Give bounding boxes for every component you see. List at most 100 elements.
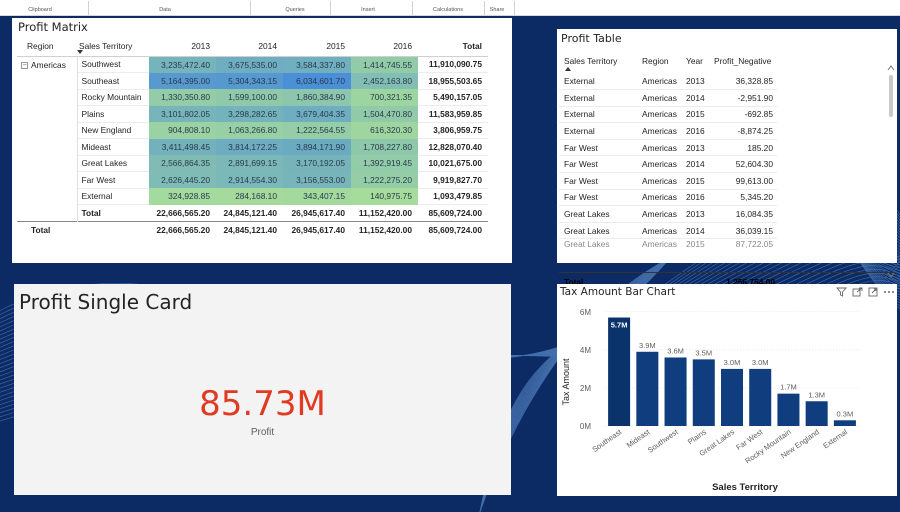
bar-great-lakes[interactable] [720,368,744,426]
matrix-value-cell: 3,584,337.80 [283,56,351,73]
matrix-value-cell: 2,566,864.35 [149,155,216,172]
bar-data-label: 1.3M [808,390,825,399]
matrix-header-2015[interactable]: 2015 [283,36,351,57]
matrix-header-sales-territory[interactable]: Sales Territory [77,36,149,57]
matrix-territory-cell: External [77,188,149,205]
ptable-cell: Great Lakes [559,205,637,223]
ptable-header-profit-negative[interactable]: Profit_Negative [714,56,772,66]
matrix-header-total[interactable]: Total [418,36,488,57]
scroll-thumb [889,75,893,117]
ptable-cell: 16,084.35 [709,205,777,223]
matrix-header-region[interactable]: Region [17,36,77,57]
bar-data-label: 3.9M [639,341,656,350]
matrix-table: Region Sales Territory 2013 2014 2015 20… [17,36,488,238]
ptable-row[interactable]: External Americas 2014 -2,951.90 [559,89,777,107]
matrix-row[interactable]: External 324,928.85 284,168.10 343,407.15 14… [17,188,488,205]
ptable-cell: Far West [559,172,637,190]
matrix-row[interactable]: Far West 2,626,445.20 2,914,554.30 3,156,55… [17,171,488,189]
ptable-cell: 2013 [681,73,709,91]
matrix-value-cell: 2,626,445.20 [149,171,216,188]
ptable-header-sales-territory[interactable]: Sales Territory [559,49,637,73]
ptable-row[interactable]: Great Lakes Americas 2014 36,039.15 [559,222,777,240]
ribbon-group-insert: Insert [361,7,375,13]
more-icon[interactable] [883,287,895,297]
bar-new-england[interactable] [805,401,828,426]
matrix-territory-cell: Rocky Mountain [77,89,149,106]
matrix-row[interactable]: Mideast 3,411,498.45 3,814,172.25 3,894,171… [17,138,488,156]
ptable-row[interactable]: External Americas 2013 36,328.85 [559,73,777,91]
focus-icon[interactable] [852,287,863,297]
matrix-row[interactable]: − Americas Southwest 3,235,472.40 3,675,535.… [17,56,488,73]
matrix-value-cell: 1,708,227.80 [351,138,418,155]
matrix-row[interactable]: Plains 3,101,802.05 3,298,282.65 3,679,404.… [17,105,488,123]
ptable-header-year[interactable]: Year [686,56,703,66]
ptable-cell: 52,604.30 [709,155,777,174]
card-title: Profit Single Card [19,290,193,314]
ptable-row[interactable]: Far West Americas 2014 52,604.30 [559,155,777,174]
matrix-row[interactable]: Rocky Mountain 1,330,350.80 1,599,100.00 1,… [17,89,488,106]
bar-plains[interactable] [692,359,715,426]
bar-external[interactable] [833,420,856,426]
matrix-row[interactable]: Great Lakes 2,566,864.35 2,891,699.15 3,170… [17,155,488,172]
ptable-row[interactable]: Great Lakes Americas 2015 87,722.05 [559,239,777,250]
ptable-cell: Americas [637,155,681,174]
ptable-cell: -2,951.90 [709,89,777,107]
matrix-row[interactable]: New England 904,808.10 1,063,266.80 1,222,5… [17,122,488,139]
matrix-region-label: Americas [31,59,66,70]
matrix-total-cell: 85,609,724.00 [428,207,482,218]
matrix-row-total: 9,919,827.70 [418,171,488,189]
bar-data-label: 5.7M [611,321,628,330]
collapse-icon[interactable]: − [21,61,28,69]
matrix-row-total: 18,955,503.65 [418,72,488,90]
bar-data-label: 3.0M [724,358,741,367]
bar-data-label: 3.6M [667,346,684,355]
profit-table-visual[interactable]: Profit Table Sales Territory Region Year… [557,29,897,287]
ptable-row[interactable]: Far West Americas 2015 99,613.00 [559,172,777,190]
profit-card-visual[interactable]: Profit Single Card 85.73M Profit [14,284,511,495]
ptable-row[interactable]: Far West Americas 2013 185.20 [559,139,777,157]
matrix-value-cell: 700,321.35 [351,89,418,106]
matrix-header-2013[interactable]: 2013 [149,36,216,57]
bar-data-label: 3.0M [752,358,769,367]
matrix-region-cell [17,72,78,89]
bar-mideast[interactable] [636,351,659,426]
ptable-cell: 2015 [681,106,709,124]
matrix-total-cell: 24,845,121.40 [223,207,277,218]
ptable-cell: Americas [642,239,677,250]
ptable-row[interactable]: External Americas 2016 -8,874.25 [559,122,777,140]
matrix-total-cell: 85,609,724.00 [418,220,488,238]
matrix-value-cell: 1,599,100.00 [216,89,283,106]
matrix-value-cell: 3,298,282.65 [216,105,283,122]
matrix-value-cell: 343,407.15 [283,188,351,205]
card-value: 85.73M [199,384,326,424]
ptable-cell: 2013 [681,139,709,157]
bar-southeast[interactable] [608,317,631,426]
profit-matrix-visual[interactable]: Profit Matrix Region Sales Territory 201… [12,18,512,263]
card-label: Profit [250,427,275,438]
matrix-value-cell: 3,101,802.05 [149,105,216,122]
matrix-header-2014[interactable]: 2014 [216,36,283,57]
matrix-value-cell: 3,679,404.35 [283,105,351,122]
bar-southwest[interactable] [664,357,687,426]
ptable-row[interactable]: Great Lakes Americas 2013 16,084.35 [559,205,777,223]
ptable-row[interactable]: External Americas 2015 -692.85 [559,106,777,124]
matrix-value-cell: 3,814,172.25 [216,138,283,155]
matrix-row[interactable]: Southeast 5,164,395.00 5,304,343.15 6,034,6… [17,72,488,90]
tax-amount-bar-chart[interactable]: Tax Amount Bar Chart 0M 2M 4M 6M 5.7M Southe… [557,284,897,496]
matrix-territory-cell: Southeast [77,72,149,90]
ptable-header-region[interactable]: Region [642,56,669,66]
ptable-row[interactable]: Far West Americas 2016 5,345.20 [559,189,777,207]
matrix-total-cell: 11,152,420.00 [358,207,412,218]
ptable-scrollbar[interactable] [887,65,895,279]
matrix-total-label-cell: Total [81,207,101,218]
bar-far-west[interactable] [749,368,772,426]
matrix-region-cell [17,155,78,172]
matrix-value-cell: 3,235,472.40 [149,56,216,73]
scroll-up-icon [887,65,895,71]
matrix-value-cell: 1,222,564.55 [283,122,351,139]
bar-rocky-mountain[interactable] [777,393,800,426]
expand-icon[interactable] [868,287,879,297]
matrix-header-2016[interactable]: 2016 [351,36,418,57]
ptable-cell: Far West [559,155,637,174]
filter-icon[interactable] [836,287,847,297]
